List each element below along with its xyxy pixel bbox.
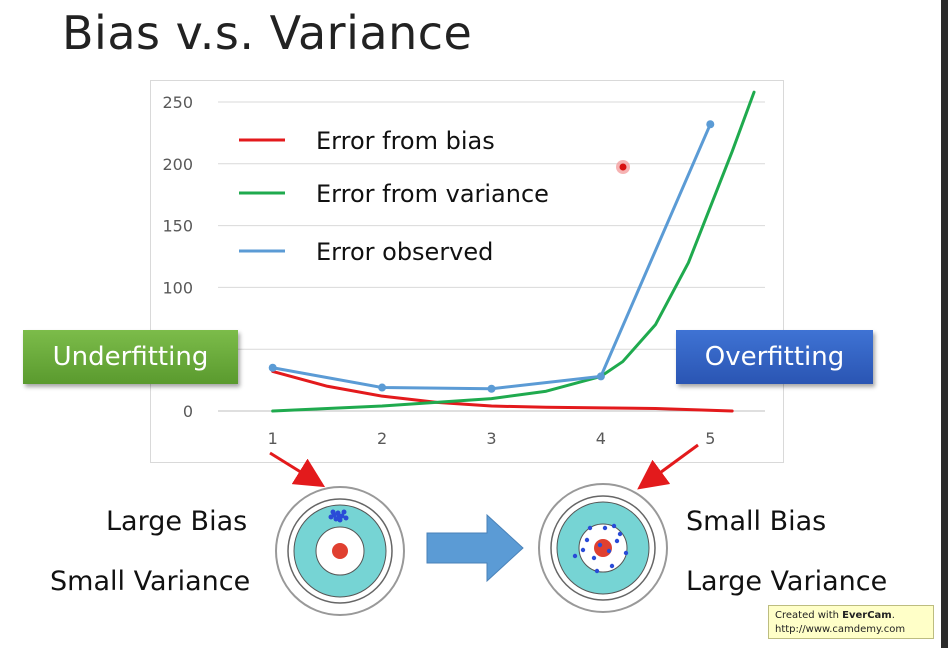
- watermark-url: http://www.camdemy.com: [775, 624, 906, 635]
- slide-title: Bias v.s. Variance: [62, 6, 473, 60]
- underfitting-badge: Underfitting: [23, 330, 238, 384]
- data-point: [596, 372, 605, 381]
- window-edge: [941, 0, 948, 648]
- evercam-watermark[interactable]: Created with EverCam. http://www.camdemy…: [768, 605, 934, 639]
- data-point: [268, 363, 277, 372]
- data-point: [378, 383, 387, 392]
- data-point: [706, 120, 715, 129]
- x-tick-label: 2: [377, 429, 387, 448]
- small-variance-label: Small Variance: [50, 566, 251, 597]
- legend-label: Error from variance: [316, 180, 549, 208]
- line-chart: 0 100 150 200 250 1 2 3 4 5 Error from bias Error f…: [162, 90, 765, 448]
- x-tick-label: 4: [596, 429, 606, 448]
- large-variance-label: Large Variance: [686, 566, 888, 597]
- legend-label: Error observed: [316, 238, 493, 266]
- y-tick-label: 200: [162, 155, 193, 174]
- series-line: [271, 90, 756, 413]
- x-tick-label: 3: [486, 429, 496, 448]
- legend-label: Error from bias: [316, 127, 495, 155]
- data-point: [487, 384, 496, 393]
- x-tick-label: 1: [268, 429, 278, 448]
- overfitting-badge: Overfitting: [676, 330, 873, 384]
- y-tick-label: 150: [162, 217, 193, 236]
- watermark-brand: EverCam: [842, 610, 892, 621]
- left-target-icon: [275, 486, 405, 616]
- overfitting-label: Overfitting: [704, 342, 845, 372]
- watermark-suffix: .: [891, 610, 895, 621]
- watermark-prefix: Created with: [775, 610, 843, 621]
- small-bias-label: Small Bias: [686, 506, 827, 537]
- transition-arrow-icon: [426, 513, 524, 583]
- y-tick-label: 0: [183, 402, 193, 421]
- series-line: [271, 369, 734, 413]
- right-target-icon: [538, 483, 668, 613]
- chart-area: 0 100 150 200 250 1 2 3 4 5 Error from bias Error f…: [150, 80, 784, 463]
- underfitting-label: Underfitting: [52, 342, 209, 372]
- y-tick-label: 250: [162, 93, 193, 112]
- y-tick-label: 100: [162, 278, 193, 297]
- x-tick-label: 5: [705, 429, 715, 448]
- large-bias-label: Large Bias: [106, 506, 248, 537]
